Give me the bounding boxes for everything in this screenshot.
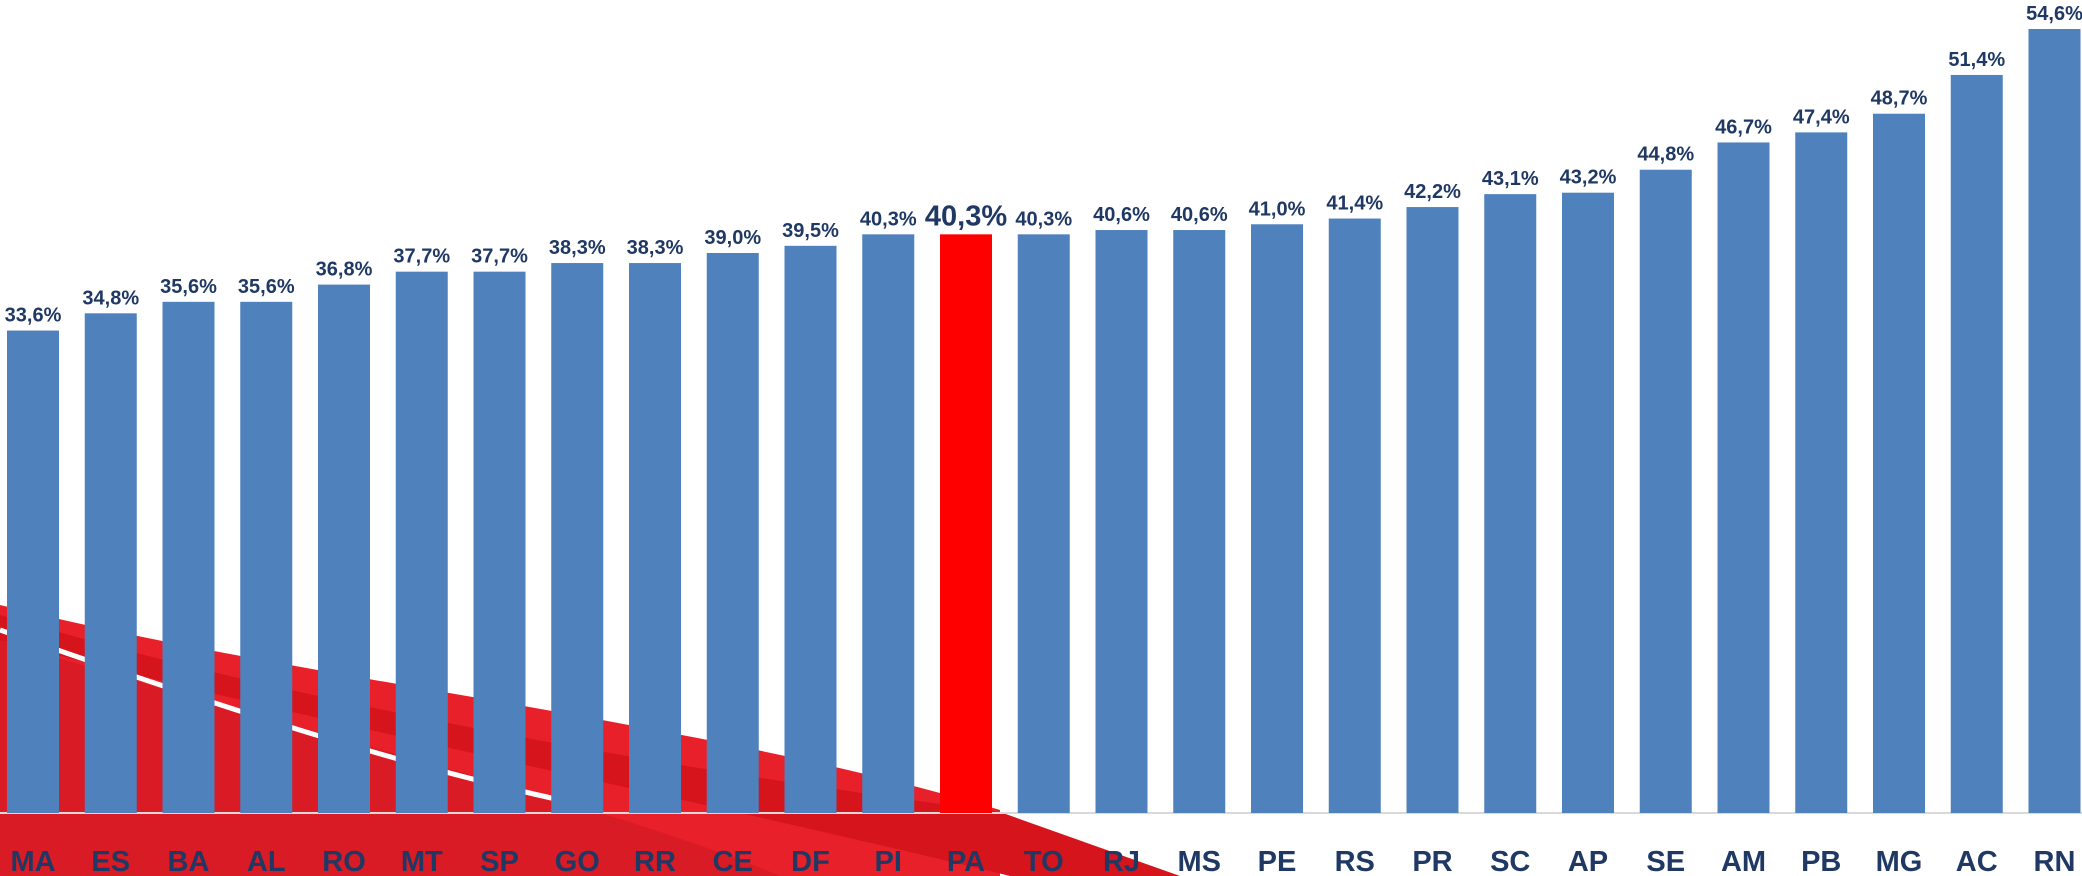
x-tick-label: RO xyxy=(322,846,366,876)
x-tick-label: RS xyxy=(1335,846,1375,876)
x-tick-label: PA xyxy=(947,846,985,876)
bar xyxy=(395,271,448,814)
value-label: 48,7% xyxy=(1871,88,1928,110)
bar xyxy=(162,301,215,813)
value-label: 40,6% xyxy=(1171,204,1228,226)
value-label: 36,8% xyxy=(316,259,373,281)
bar xyxy=(1406,207,1459,814)
value-label: 40,3% xyxy=(1015,208,1072,230)
value-label: 40,3% xyxy=(860,208,917,230)
value-label: 40,6% xyxy=(1093,204,1150,226)
value-label: 41,4% xyxy=(1326,193,1383,215)
value-label: 47,4% xyxy=(1793,106,1850,128)
value-label: 44,8% xyxy=(1637,144,1694,166)
x-tick-label: AP xyxy=(1568,846,1608,876)
bar xyxy=(7,330,59,813)
bar xyxy=(2028,29,2081,813)
value-label: 42,2% xyxy=(1404,181,1461,203)
x-tick-label: CE xyxy=(713,846,753,876)
x-tick-label: BA xyxy=(168,846,210,876)
value-label: 33,6% xyxy=(5,305,62,327)
bar xyxy=(318,284,370,814)
bar xyxy=(940,234,992,814)
value-label: 35,6% xyxy=(238,276,295,298)
bar xyxy=(784,245,837,814)
x-tick-label: RR xyxy=(634,846,676,876)
value-label: 51,4% xyxy=(1948,49,2005,71)
x-tick-label: MS xyxy=(1178,846,1222,876)
bar xyxy=(629,263,681,813)
bar xyxy=(1251,224,1303,814)
bar xyxy=(551,263,604,813)
x-tick-label: AC xyxy=(1956,846,1998,876)
bar xyxy=(1484,194,1537,814)
x-tick-label: RN xyxy=(2034,846,2076,876)
bar xyxy=(706,253,759,813)
bar xyxy=(1795,132,1848,813)
x-tick-label: SC xyxy=(1490,846,1530,876)
bar xyxy=(473,271,526,814)
x-tick-label: SE xyxy=(1646,846,1685,876)
value-label: 43,2% xyxy=(1560,167,1617,189)
x-tick-label: RJ xyxy=(1103,846,1140,876)
value-label: 37,7% xyxy=(393,246,450,268)
value-label: 34,8% xyxy=(82,287,139,309)
bar xyxy=(1873,113,1925,813)
bar xyxy=(1717,142,1770,813)
value-label: 41,0% xyxy=(1249,198,1306,220)
x-tick-label: TO xyxy=(1024,846,1064,876)
x-tick-label: PB xyxy=(1801,846,1841,876)
x-tick-label: MA xyxy=(10,846,55,876)
x-tick-label: PR xyxy=(1412,846,1452,876)
x-tick-label: PE xyxy=(1258,846,1297,876)
bar xyxy=(1639,169,1692,813)
bar xyxy=(1173,230,1226,813)
bar xyxy=(84,313,137,813)
x-tick-label: PI xyxy=(875,846,902,876)
x-tick-label: ES xyxy=(91,846,130,876)
x-tick-label: AL xyxy=(247,846,286,876)
bar xyxy=(1095,230,1148,813)
value-label: 39,5% xyxy=(782,220,839,242)
x-tick-label: SP xyxy=(480,846,519,876)
x-tick-label: AM xyxy=(1721,846,1766,876)
bar xyxy=(1017,234,1070,814)
value-label: 43,1% xyxy=(1482,168,1539,190)
value-label: 40,3% xyxy=(925,200,1007,232)
value-label: 35,6% xyxy=(160,276,217,298)
x-tick-label: MG xyxy=(1876,846,1923,876)
value-label: 39,0% xyxy=(704,227,761,249)
bar xyxy=(1562,192,1614,813)
value-label: 38,3% xyxy=(549,237,606,259)
x-tick-label: GO xyxy=(555,846,600,876)
value-label: 54,6% xyxy=(2026,3,2082,25)
x-tick-label: DF xyxy=(791,846,830,876)
bar xyxy=(1950,74,2003,813)
value-label: 38,3% xyxy=(627,237,684,259)
x-tick-label: MT xyxy=(401,846,443,876)
bar xyxy=(862,234,915,814)
value-label: 37,7% xyxy=(471,246,528,268)
bar xyxy=(240,301,293,813)
bar xyxy=(1328,218,1381,814)
value-label: 46,7% xyxy=(1715,116,1772,138)
